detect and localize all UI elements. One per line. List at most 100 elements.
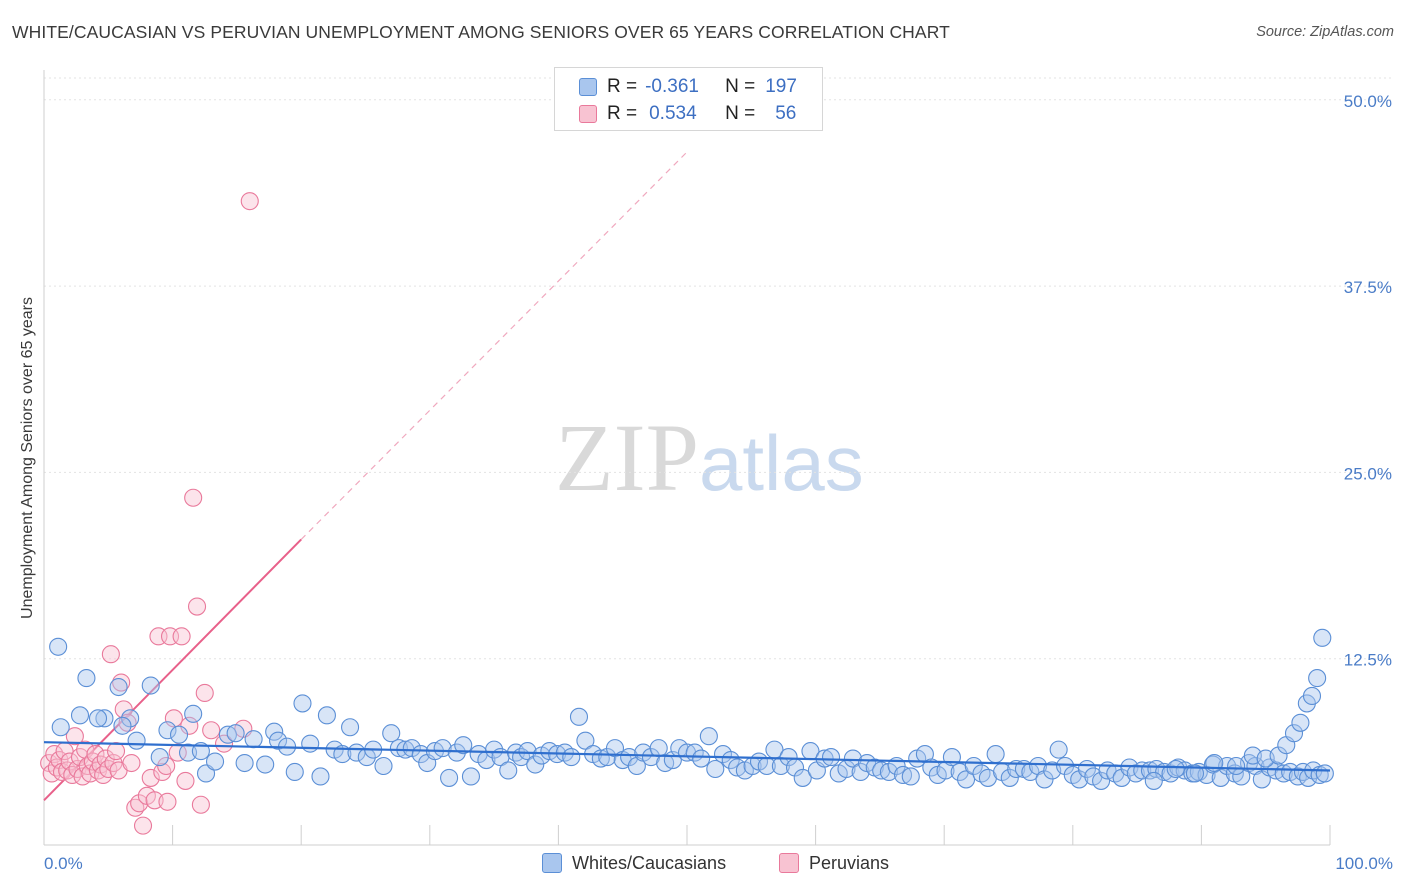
whites-point — [109, 677, 128, 697]
whites-point — [382, 724, 401, 743]
whites-point — [1070, 770, 1089, 789]
whites-trend-line — [43, 741, 1331, 772]
peruvians-point — [60, 752, 79, 771]
chart-title: WHITE/CAUCASIAN VS PERUVIAN UNEMPLOYMENT… — [12, 22, 950, 42]
whites-point — [957, 770, 976, 789]
whites-point — [341, 718, 360, 737]
whites-point — [265, 722, 284, 741]
peruvians-point — [195, 683, 214, 703]
whites-point — [1166, 759, 1185, 779]
whites-trend-group — [43, 741, 1331, 772]
whites-point — [1284, 724, 1304, 743]
whites-point — [518, 742, 537, 761]
peruvians-point — [214, 734, 234, 753]
peruvians-point — [122, 753, 141, 773]
whites-point — [51, 718, 70, 737]
peruvians-point — [184, 488, 203, 507]
whites-point — [1185, 764, 1205, 783]
peruvians-point — [240, 192, 259, 211]
peruvians-point — [157, 756, 176, 776]
source-label: Source: ZipAtlas.com — [1256, 24, 1394, 40]
whites-point — [374, 756, 393, 776]
bottom-legend-label-peruvians: Peruvians — [809, 852, 890, 873]
legend-n-value-peruvians: 56 — [775, 103, 797, 124]
whites-point — [1144, 771, 1163, 790]
whites-point — [141, 676, 160, 695]
whites-point — [1291, 713, 1310, 732]
peruvians-point — [101, 645, 120, 664]
peruvians-point — [65, 727, 84, 746]
legend-swatch-peruvians — [579, 105, 597, 123]
whites-point — [184, 704, 203, 723]
whites-point — [562, 748, 581, 767]
whites-point — [88, 709, 108, 728]
whites-point — [1308, 669, 1327, 688]
y-tick-label: 37.5% — [1344, 278, 1392, 297]
whites-point — [901, 767, 920, 786]
y-tick-label: 12.5% — [1344, 651, 1392, 670]
peruvians-point — [130, 794, 149, 813]
whites-point — [706, 759, 725, 779]
peruvians-point — [45, 745, 64, 764]
whites-point — [821, 748, 841, 767]
peruvians-point — [158, 792, 177, 811]
peruvians-points — [40, 192, 259, 835]
peruvians-point — [191, 795, 210, 814]
whites-point — [70, 706, 90, 725]
whites-point — [244, 730, 263, 749]
legend-row-peruvians: R = 0.534 N = 56 — [579, 102, 796, 126]
whites-point — [301, 734, 320, 753]
peruvians-point — [202, 721, 221, 740]
legend-r-label: R = — [607, 103, 638, 124]
legend-r-label: R = — [607, 76, 638, 97]
legend-row-whites: R = -0.361 N = 197 — [579, 75, 797, 99]
whites-point — [169, 725, 189, 744]
whites-point — [1315, 764, 1334, 783]
correlation-legend: R = -0.361 N = 197 R = 0.534 N = 56 — [554, 67, 823, 131]
peruvians-trend-extension — [300, 151, 688, 540]
whites-point — [402, 739, 421, 758]
whites-point — [843, 749, 862, 768]
whites-point — [569, 707, 589, 726]
peruvians-point — [141, 768, 160, 787]
whites-point — [793, 768, 812, 787]
legend-swatch-whites — [579, 78, 597, 96]
whites-point — [576, 731, 595, 750]
whites-point — [77, 669, 96, 688]
whites-point — [499, 761, 518, 780]
whites-point — [235, 753, 254, 773]
y-tick-label: 25.0% — [1344, 464, 1392, 483]
x-tick-label-max: 100.0% — [1335, 854, 1393, 873]
whites-point — [285, 762, 304, 782]
whites-point — [121, 709, 140, 728]
whites-point — [461, 767, 481, 786]
whites-point — [317, 706, 336, 725]
whites-point — [127, 731, 146, 750]
legend-n-value-whites: 197 — [765, 76, 797, 97]
y-tick-label: 50.0% — [1344, 92, 1392, 111]
whites-point — [440, 768, 459, 787]
bottom-legend-label-whites: Whites/Caucasians — [572, 852, 727, 873]
whites-point — [1269, 746, 1288, 765]
whites-point — [447, 743, 466, 762]
x-tick-label-min: 0.0% — [44, 854, 83, 873]
whites-point — [779, 748, 798, 767]
whites-point — [293, 694, 312, 713]
tick-labels: 12.5% 25.0% 37.5% 50.0% 0.0% 100.0% — [44, 92, 1393, 873]
whites-point — [485, 740, 504, 759]
whites-point — [851, 762, 870, 782]
whites-point — [986, 745, 1005, 764]
whites-point — [1000, 768, 1019, 787]
whites-point — [226, 724, 245, 743]
bottom-legend-peruvians: Peruvians — [779, 851, 889, 875]
whites-point — [311, 767, 330, 786]
peruvians-point — [176, 771, 195, 790]
whites-point — [1112, 768, 1131, 787]
whites-point — [1049, 740, 1068, 759]
whites-point — [526, 755, 545, 774]
whites-point — [699, 727, 718, 746]
whites-point — [922, 758, 941, 777]
whites-point — [454, 736, 473, 755]
whites-point — [692, 749, 711, 768]
